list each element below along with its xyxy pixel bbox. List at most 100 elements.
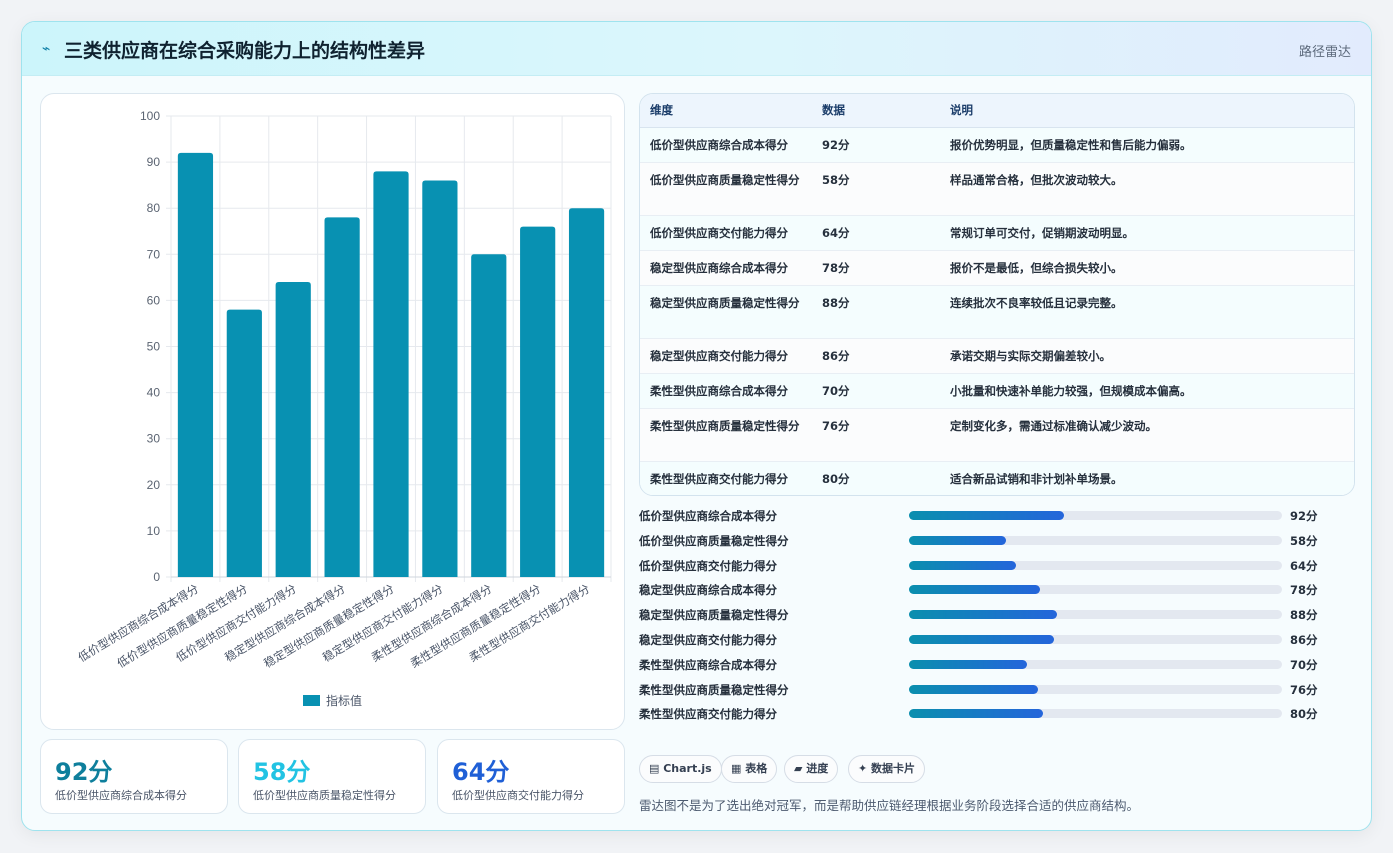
- header-tag[interactable]: 路径雷达: [1298, 45, 1351, 60]
- table-cell-value: 78分: [812, 249, 940, 285]
- table-cell-value: 76分: [812, 407, 940, 461]
- table-cell-dimension: 低价型供应商质量稳定性得分: [640, 161, 812, 215]
- kpi-value: 64分: [452, 758, 510, 786]
- table-row: 柔性型供应商交付能力得分 80分 适合新品试销和非计划补单场景。: [640, 460, 1354, 495]
- legend-label: 指标值: [326, 693, 362, 708]
- table-cell-dimension: 柔性型供应商质量稳定性得分: [640, 407, 812, 461]
- progress-value: 70分: [1290, 657, 1318, 672]
- progress-value: 80分: [1290, 707, 1318, 722]
- table-row: 柔性型供应商质量稳定性得分 76分 定制变化多，需通过标准确认减少波动。: [640, 407, 1354, 461]
- legend-swatch: [303, 695, 320, 706]
- progress-row: 稳定型供应商交付能力得分 86分: [639, 630, 1339, 655]
- progress-track: [909, 585, 1282, 595]
- progress-track: [909, 709, 1282, 719]
- table-row: 稳定型供应商交付能力得分 86分 承诺交期与实际交期偏差较小。: [640, 337, 1354, 373]
- kpi-label: 低价型供应商综合成本得分: [55, 789, 187, 802]
- bar: [471, 254, 507, 578]
- dashboard-card: ⌁ 三类供应商在综合采购能力上的结构性差异 路径雷达 0 10 20 30 40 50 60…: [21, 21, 1372, 831]
- progress-list: 低价型供应商综合成本得分 92分低价型供应商质量稳定性得分 58分低价型供应商交付能…: [639, 506, 1339, 729]
- data-table: 维度 数据 说明 低价型供应商综合成本得分 92分 报价优势明显，但质量稳定性和售后…: [640, 94, 1354, 495]
- y-tick-label: 80: [147, 201, 161, 215]
- progress-row: 柔性型供应商质量稳定性得分 76分: [639, 680, 1339, 705]
- progress-row: 低价型供应商交付能力得分 64分: [639, 556, 1339, 581]
- table-header-dimension: 维度: [640, 94, 812, 128]
- table-cell-note: 报价优势明显，但质量稳定性和售后能力偏弱。: [940, 126, 1354, 162]
- table-cell-dimension: 稳定型供应商质量稳定性得分: [640, 284, 812, 338]
- page-title: 三类供应商在综合采购能力上的结构性差异: [64, 40, 426, 62]
- progress-label: 柔性型供应商交付能力得分: [639, 707, 777, 722]
- progress-fill: [909, 610, 1058, 620]
- progress-row: 低价型供应商质量稳定性得分 58分: [639, 531, 1339, 556]
- bolt-icon: ⌁: [42, 41, 51, 57]
- table-cell-value: 58分: [812, 161, 940, 215]
- progress-label: 低价型供应商综合成本得分: [639, 509, 777, 523]
- table-row: 稳定型供应商质量稳定性得分 88分 连续批次不良率较低且记录完整。: [640, 284, 1354, 338]
- bar: [422, 180, 458, 577]
- table-header-row: 维度 数据 说明: [640, 94, 1354, 128]
- table-cell-note: 适合新品试销和非计划补单场景。: [940, 460, 1354, 495]
- progress-value: 88分: [1290, 608, 1318, 623]
- kpi-label: 低价型供应商质量稳定性得分: [253, 789, 396, 802]
- y-tick-label: 50: [147, 340, 161, 354]
- table-cell-value: 92分: [812, 126, 940, 162]
- table-cell-dimension: 低价型供应商综合成本得分: [640, 126, 812, 162]
- progress-row: 稳定型供应商质量稳定性得分 88分: [639, 605, 1339, 630]
- progress-fill: [909, 684, 1038, 694]
- progress-value: 76分: [1290, 682, 1318, 697]
- chip-table[interactable]: ▦ 表格: [721, 755, 778, 783]
- progress-track: [909, 560, 1282, 570]
- progress-row: 低价型供应商综合成本得分 92分: [639, 506, 1339, 531]
- table-row: 低价型供应商交付能力得分 64分 常规订单可交付，促销期波动明显。: [640, 214, 1354, 250]
- kpi-card-1: 92分 低价型供应商综合成本得分: [40, 739, 228, 814]
- progress-track: [909, 511, 1282, 520]
- table-cell-dimension: 稳定型供应商综合成本得分: [640, 249, 812, 285]
- table-cell-value: 80分: [812, 460, 940, 495]
- progress-track: [909, 659, 1282, 669]
- chip-chartjs[interactable]: ▤ Chart.js: [639, 755, 722, 783]
- y-tick-label: 0: [153, 570, 160, 584]
- kpi-label: 低价型供应商交付能力得分: [452, 789, 584, 802]
- table-header-note: 说明: [940, 94, 1354, 128]
- chip-progress[interactable]: ▰ 进度: [784, 755, 839, 783]
- progress-value: 86分: [1290, 632, 1318, 647]
- progress-row: 柔性型供应商综合成本得分 70分: [639, 655, 1339, 680]
- table-row: 低价型供应商综合成本得分 92分 报价优势明显，但质量稳定性和售后能力偏弱。: [640, 126, 1354, 162]
- progress-value: 64分: [1290, 558, 1318, 573]
- table-row: 柔性型供应商综合成本得分 70分 小批量和快速补单能力较强，但规模成本偏高。: [640, 372, 1354, 408]
- progress-fill: [909, 560, 1017, 570]
- y-tick-label: 90: [147, 155, 161, 169]
- y-tick-label: 10: [147, 524, 161, 538]
- kpi-value: 92分: [55, 758, 113, 786]
- bar: [324, 217, 360, 578]
- progress-row: 稳定型供应商综合成本得分 78分: [639, 580, 1339, 605]
- progress-label: 低价型供应商质量稳定性得分: [639, 533, 789, 548]
- progress-track: [909, 610, 1282, 620]
- bar: [226, 309, 262, 577]
- header-bar: ⌁ 三类供应商在综合采购能力上的结构性差异 路径雷达: [22, 22, 1371, 76]
- bar: [373, 171, 409, 577]
- bar-chart: 0102030405060708090100低价型供应商综合成本得分低价型供应商…: [75, 109, 612, 708]
- table-cell-note: 样品通常合格，但批次波动较大。: [940, 161, 1354, 215]
- bar: [275, 281, 311, 577]
- table-cell-dimension: 柔性型供应商综合成本得分: [640, 372, 812, 408]
- progress-label: 低价型供应商交付能力得分: [639, 558, 777, 573]
- table-header-value: 数据: [812, 94, 940, 128]
- table-cell-dimension: 低价型供应商交付能力得分: [640, 214, 812, 250]
- table-row: 稳定型供应商综合成本得分 78分 报价不是最低，但综合损失较小。: [640, 249, 1354, 285]
- progress-value: 58分: [1290, 533, 1318, 548]
- chip-data-cards[interactable]: ✦ 数据卡片: [848, 755, 926, 783]
- table-cell-value: 64分: [812, 214, 940, 250]
- kpi-card-2: 58分 低价型供应商质量稳定性得分: [238, 739, 426, 814]
- table-cell-dimension: 柔性型供应商交付能力得分: [640, 460, 812, 495]
- table-cell-note: 承诺交期与实际交期偏差较小。: [940, 337, 1354, 373]
- progress-label: 柔性型供应商综合成本得分: [639, 657, 777, 672]
- table-cell-value: 86分: [812, 337, 940, 373]
- table-cell-value: 70分: [812, 372, 940, 408]
- progress-fill: [909, 535, 1006, 545]
- table-cell-note: 连续批次不良率较低且记录完整。: [940, 284, 1354, 338]
- progress-label: 柔性型供应商质量稳定性得分: [639, 682, 789, 697]
- table-row: 低价型供应商质量稳定性得分 58分 样品通常合格，但批次波动较大。: [640, 161, 1354, 215]
- progress-fill: [909, 634, 1055, 644]
- table-cell-value: 88分: [812, 284, 940, 338]
- footer-note: 雷达图不是为了选出绝对冠军，而是帮助供应链经理根据业务阶段选择合适的供应商结构。: [639, 798, 1140, 813]
